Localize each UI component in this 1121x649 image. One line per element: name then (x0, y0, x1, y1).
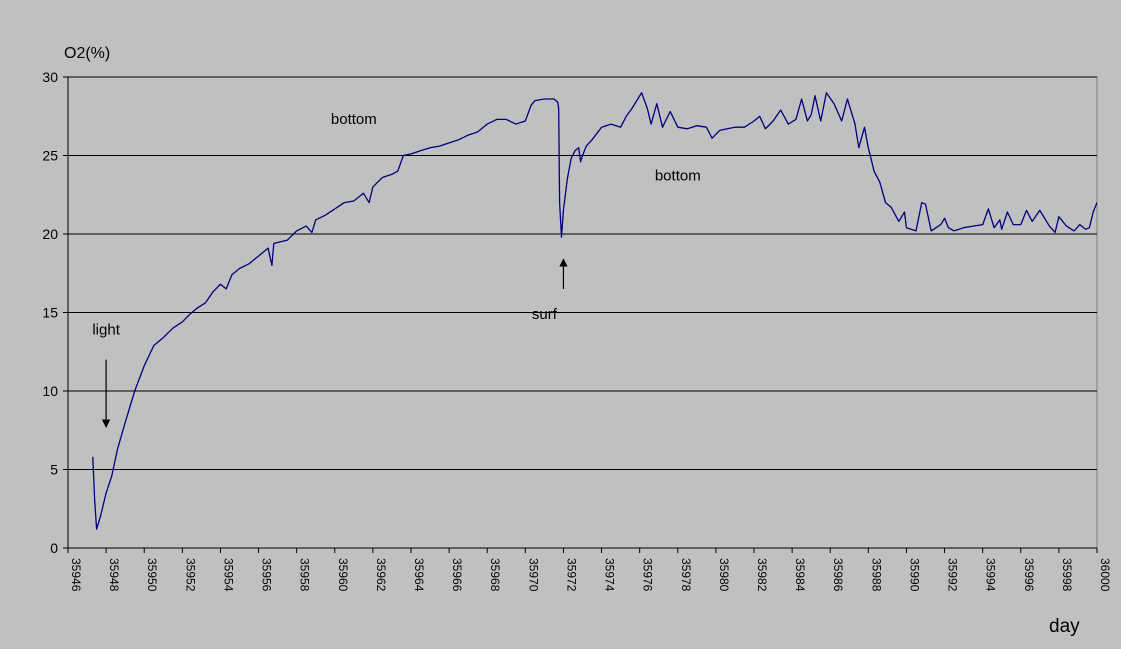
x-tick-label: 35950 (145, 558, 159, 592)
x-tick-label: 35948 (107, 558, 121, 592)
o2-series-line (92, 92, 1098, 530)
x-tick-label: 36000 (1098, 558, 1112, 592)
x-tick-label: 35998 (1060, 558, 1074, 592)
x-tick-label: 35972 (564, 558, 578, 592)
x-tick-label: 35974 (603, 558, 617, 592)
y-tick-label: 15 (42, 305, 58, 321)
x-tick-label: 35982 (755, 558, 769, 592)
x-tick-label: 35986 (831, 558, 845, 592)
y-tick-label: 5 (50, 462, 58, 478)
x-tick-label: 35958 (298, 558, 312, 592)
y-tick-label: 20 (42, 226, 58, 242)
x-tick-label: 35952 (183, 558, 197, 592)
axis-ticks: 0 5 10 15 20 25 30 35946 35948 35950 35952 35954 359… (42, 69, 1112, 592)
x-tick-label: 35994 (984, 558, 998, 592)
x-tick-label: 35970 (526, 558, 540, 592)
y-tick-label: 0 (50, 540, 58, 556)
x-tick-label: 35992 (946, 558, 960, 592)
x-tick-label: 35966 (450, 558, 464, 592)
x-tick-label: 35960 (336, 558, 350, 592)
x-tick-label: 35978 (679, 558, 693, 592)
annotation-label: light (92, 321, 120, 338)
y-tick-label: 30 (42, 69, 58, 85)
y-tick-label: 25 (42, 148, 58, 164)
x-tick-label: 35976 (641, 558, 655, 592)
x-tick-label: 35968 (488, 558, 502, 592)
annotation-label: bottom (655, 168, 701, 185)
annotation-label: surf (532, 306, 558, 323)
x-tick-label: 35988 (869, 558, 883, 592)
y-axis-title: O2(%) (64, 45, 110, 62)
x-tick-label: 35956 (260, 558, 274, 592)
x-tick-label: 35984 (793, 558, 807, 592)
annotation-label: bottom (331, 111, 377, 128)
x-tick-label: 35990 (907, 558, 921, 592)
x-tick-label: 35946 (69, 558, 83, 592)
x-tick-label: 35964 (412, 558, 426, 592)
x-tick-label: 35996 (1022, 558, 1036, 592)
x-tick-label: 35980 (717, 558, 731, 592)
x-tick-label: 35962 (374, 558, 388, 592)
y-tick-label: 10 (42, 383, 58, 399)
annotations: light bottom bottom surf (92, 111, 701, 428)
x-axis-title: day (1049, 616, 1080, 637)
x-tick-label: 35954 (221, 558, 235, 592)
series-layer (92, 92, 1098, 530)
